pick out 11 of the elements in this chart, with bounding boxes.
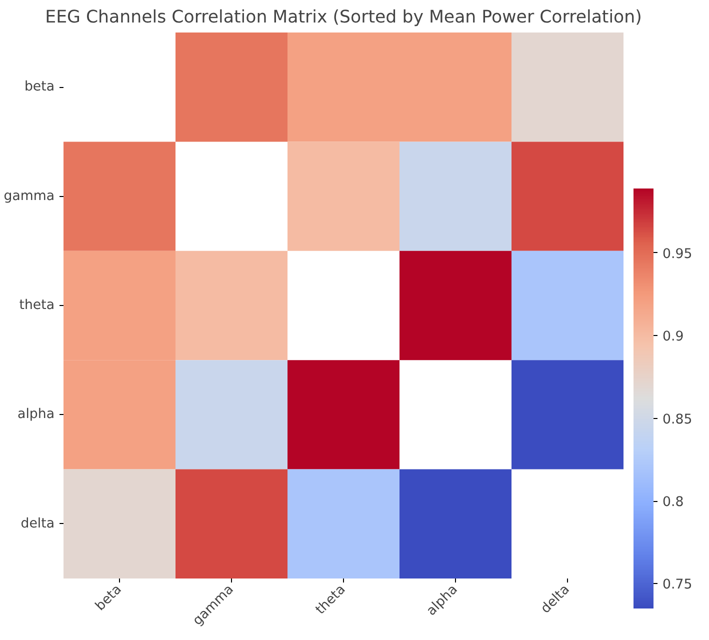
color-bar-label: 0.8 [662, 495, 684, 510]
color-bar-label: 0.85 [662, 412, 692, 428]
color-bar-label: 0.95 [662, 246, 692, 262]
y-tick-label: alpha [18, 407, 55, 422]
y-tick-label: theta [19, 298, 55, 313]
y-tick-label: gamma [4, 188, 55, 204]
color-bar-label: 0.75 [662, 578, 692, 593]
y-tick-label: beta [24, 80, 55, 95]
chart-title: EEG Channels Correlation Matrix (Sorted by Mean Power Correlation) [45, 8, 642, 28]
y-tick-label: delta [20, 516, 55, 532]
color-bar-label: 0.9 [662, 330, 684, 345]
